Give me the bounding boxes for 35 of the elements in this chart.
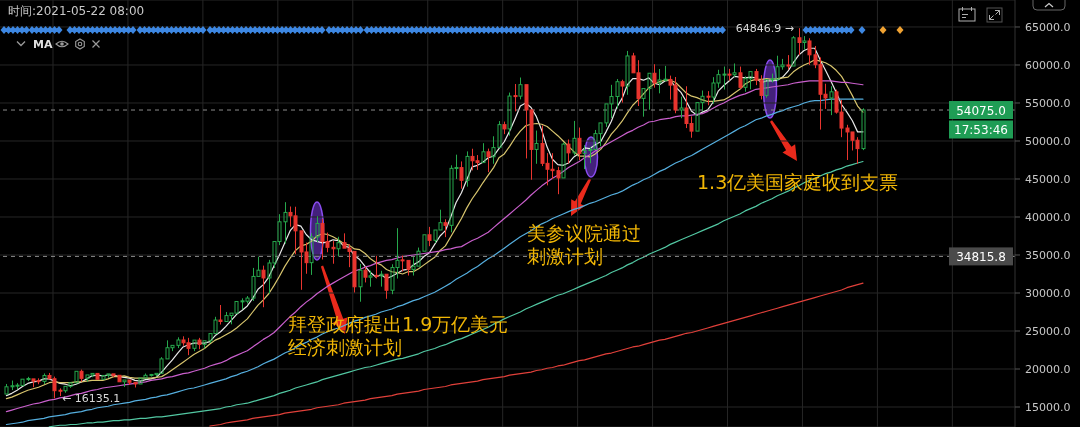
candlestick xyxy=(465,150,470,188)
ref-line-label: 34815.8 xyxy=(956,249,1006,264)
y-tick-label: 20000.0 xyxy=(1025,362,1071,376)
y-tick-label: 25000.0 xyxy=(1025,324,1071,338)
annotation: 美参议院通过刺激计划 xyxy=(527,222,641,267)
y-tick-label: 60000.0 xyxy=(1025,58,1071,72)
y-tick-label: 30000.0 xyxy=(1025,286,1071,300)
ref-line-label: 54075.0 xyxy=(956,103,1006,118)
candlestick xyxy=(358,263,363,303)
y-tick-label: 15000.0 xyxy=(1025,400,1071,414)
y-tick-label: 65000.0 xyxy=(1025,20,1071,34)
y-tick-label: 35000.0 xyxy=(1025,248,1071,262)
annotation: 64846.9 → xyxy=(735,22,794,35)
candlestick xyxy=(797,27,802,56)
candlestick xyxy=(652,63,657,89)
candlestick xyxy=(218,304,223,326)
candlestick xyxy=(443,218,448,238)
candlestick xyxy=(95,372,100,380)
annotation: 时间:2021-05-22 08:00 xyxy=(8,4,145,18)
candlestick xyxy=(379,270,384,288)
candlestick xyxy=(513,83,518,112)
candlestick xyxy=(459,160,464,190)
line-series xyxy=(209,282,864,427)
y-tick-label: 40000.0 xyxy=(1025,210,1071,224)
candlestick xyxy=(122,379,127,388)
text: 17:53:46 xyxy=(954,123,1008,137)
candlestick xyxy=(732,62,737,78)
candlestick xyxy=(786,54,791,71)
candlestick xyxy=(534,130,539,165)
y-tick-label: 55000.0 xyxy=(1025,96,1071,110)
annotation: MA xyxy=(33,38,53,51)
annotation: 1.3亿美国家庭收到支票 xyxy=(697,171,899,193)
candlestick xyxy=(374,255,379,279)
y-tick-label: 45000.0 xyxy=(1025,172,1071,186)
y-tick-label: 50000.0 xyxy=(1025,134,1071,148)
